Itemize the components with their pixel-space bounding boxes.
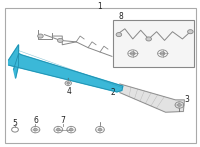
Text: 7: 7: [61, 116, 66, 125]
Circle shape: [160, 52, 165, 55]
Circle shape: [57, 38, 63, 42]
FancyBboxPatch shape: [5, 8, 196, 143]
Circle shape: [69, 128, 73, 131]
Circle shape: [178, 104, 181, 106]
Polygon shape: [14, 54, 19, 78]
Circle shape: [34, 128, 37, 131]
Circle shape: [188, 30, 193, 34]
Polygon shape: [9, 45, 123, 92]
Circle shape: [116, 33, 122, 37]
Text: 8: 8: [118, 12, 123, 21]
Text: 2: 2: [111, 88, 115, 97]
Circle shape: [146, 37, 151, 41]
Polygon shape: [120, 84, 184, 112]
Circle shape: [130, 52, 135, 55]
Text: 1: 1: [98, 2, 102, 11]
Text: 3: 3: [184, 95, 189, 104]
Text: 5: 5: [12, 119, 17, 128]
Circle shape: [38, 34, 43, 38]
Text: 6: 6: [33, 116, 38, 125]
FancyBboxPatch shape: [113, 20, 194, 66]
Circle shape: [56, 128, 60, 131]
Text: 4: 4: [67, 87, 72, 96]
Circle shape: [98, 128, 102, 131]
Circle shape: [67, 82, 70, 84]
